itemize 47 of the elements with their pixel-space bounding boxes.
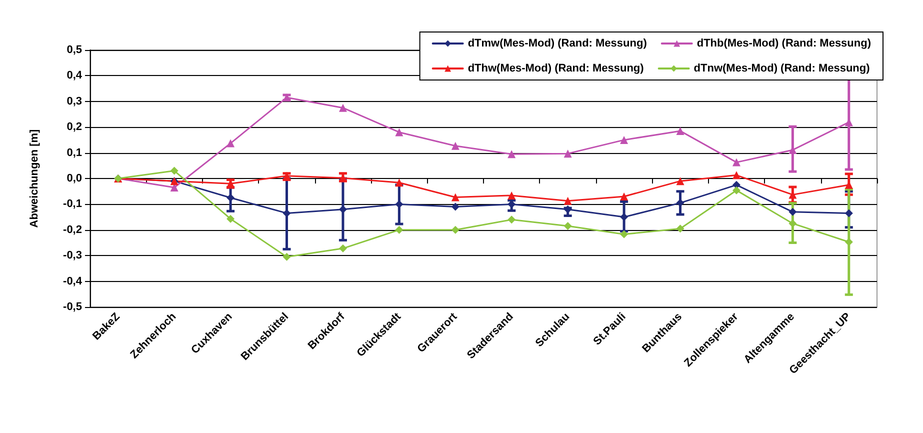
- point: [620, 136, 628, 144]
- point: [508, 150, 516, 158]
- y-tick-label: 0,1: [66, 146, 82, 159]
- point: [226, 139, 235, 148]
- y-tick-label: -0,1: [63, 198, 82, 210]
- legend-label: dTnw(Mes-Mod) (Rand: Messung): [694, 62, 870, 74]
- point: [564, 205, 572, 214]
- point: [395, 128, 404, 136]
- legend-label: dThb(Mes-Mod) (Rand: Messung): [696, 38, 872, 50]
- y-axis-title: Abweichungen [m]: [28, 128, 40, 228]
- point: [564, 150, 572, 158]
- y-tick-label: -0,5: [63, 301, 82, 313]
- y-tick-label: 0,4: [66, 70, 83, 82]
- point: [508, 191, 516, 200]
- point: [226, 214, 235, 223]
- y-tick-label: 0,0: [66, 172, 82, 184]
- point: [676, 126, 684, 135]
- point: [395, 200, 404, 208]
- point: [508, 216, 516, 224]
- point: [282, 252, 291, 261]
- legend-label: dThw(Mes-Mod) (Rand: Messung): [468, 62, 644, 74]
- point: [226, 194, 235, 202]
- point: [395, 226, 404, 234]
- y-tick-label: 0,5: [66, 44, 82, 56]
- point: [451, 142, 460, 150]
- point: [170, 166, 178, 175]
- point: [451, 226, 460, 234]
- point: [451, 193, 460, 202]
- y-tick-label: -0,3: [63, 250, 82, 262]
- point: [338, 104, 347, 112]
- point: [676, 224, 684, 233]
- point: [788, 208, 797, 216]
- y-tick-label: 0,3: [66, 95, 82, 108]
- point: [620, 192, 628, 200]
- y-tick-label: -0,2: [63, 224, 82, 236]
- y-tick-label: 0,2: [66, 121, 82, 134]
- point: [451, 202, 460, 211]
- point: [732, 186, 740, 194]
- point: [676, 177, 684, 186]
- legend-label: dTmw(Mes-Mod) (Rand: Messung): [468, 38, 648, 50]
- point: [732, 158, 740, 166]
- point: [564, 196, 572, 205]
- point: [338, 244, 347, 252]
- point: [564, 222, 572, 230]
- point: [844, 209, 853, 218]
- point: [732, 171, 740, 180]
- y-tick-label: -0,4: [63, 275, 83, 288]
